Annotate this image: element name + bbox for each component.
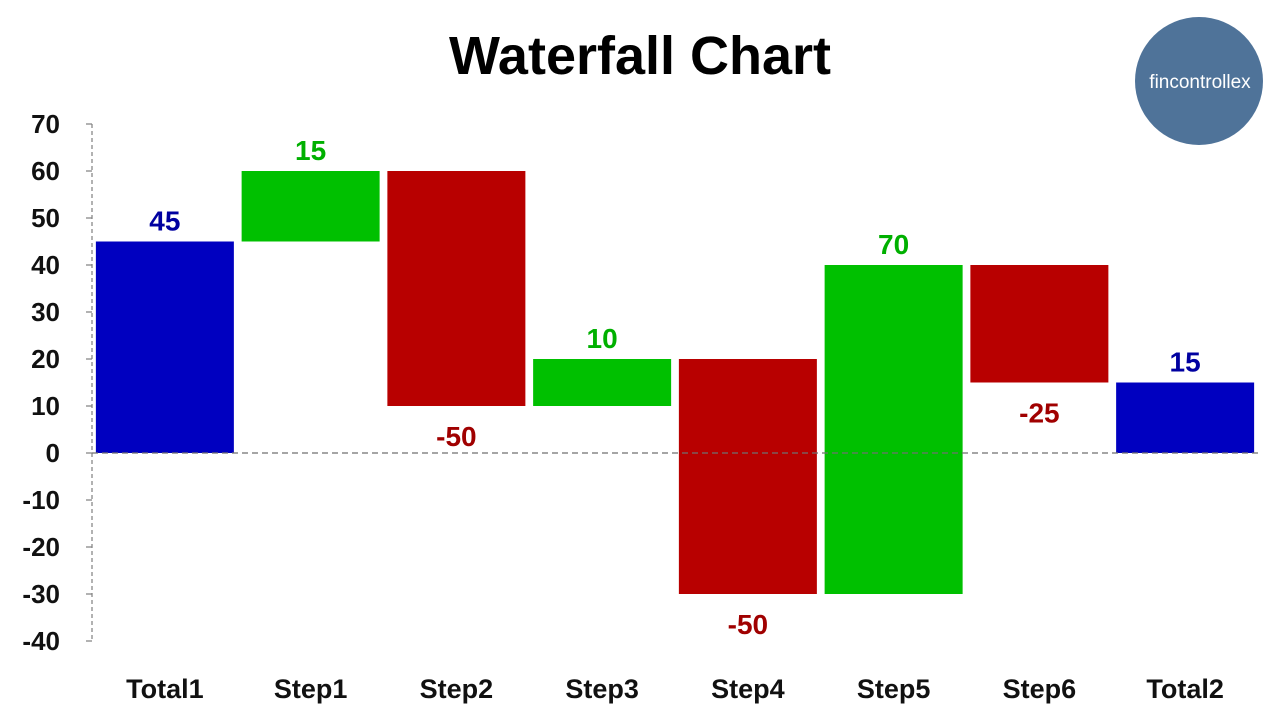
y-tick-label: -20	[22, 532, 60, 562]
y-tick-label: 30	[31, 297, 60, 327]
data-label-step5: 70	[878, 229, 909, 260]
y-tick-label: 50	[31, 203, 60, 233]
bar-step5	[824, 265, 963, 594]
bar-step6	[970, 265, 1109, 383]
data-label-step1: 15	[295, 135, 326, 166]
y-tick-label: 70	[31, 109, 60, 139]
data-label-step2: -50	[436, 421, 476, 452]
logo-text: fincontrollex	[1149, 72, 1251, 93]
y-tick-label: 60	[31, 156, 60, 186]
data-label-step4: -50	[728, 609, 768, 640]
bar-step1	[241, 171, 380, 242]
waterfall-bars	[95, 171, 1255, 594]
category-label-total2: Total2	[1146, 674, 1224, 704]
data-label-step6: -25	[1019, 398, 1059, 429]
category-label-total1: Total1	[126, 674, 204, 704]
bar-total1	[95, 241, 234, 453]
y-tick-label: 0	[46, 438, 60, 468]
bar-step2	[387, 171, 526, 406]
data-label-step3: 10	[587, 323, 618, 354]
category-label-step3: Step3	[565, 674, 639, 704]
y-tick-label: 10	[31, 391, 60, 421]
x-axis-category-labels: Total1 Step1 Step2 Step3 Step4 Step5 Step6 Tota…	[126, 674, 1224, 704]
y-tick-label: -10	[22, 485, 60, 515]
category-label-step4: Step4	[711, 674, 785, 704]
category-label-step2: Step2	[420, 674, 494, 704]
chart-title: Waterfall Chart	[449, 26, 831, 86]
fincontrollex-logo: fincontrollex	[1135, 17, 1263, 145]
category-label-step5: Step5	[857, 674, 931, 704]
bar-step3	[533, 359, 672, 406]
y-axis-tick-labels: 70 60 50 40 30 20 10 0 -10 -20 -30 -40	[22, 109, 60, 656]
y-tick-label: 40	[31, 250, 60, 280]
data-label-total2: 15	[1170, 347, 1201, 378]
data-label-total1: 45	[149, 206, 180, 237]
y-tick-label: 20	[31, 344, 60, 374]
data-labels: 45 15 -50 10 -50 70 -25 15	[149, 135, 1200, 640]
y-tick-label: -30	[22, 579, 60, 609]
y-axis	[86, 123, 93, 642]
y-tick-label: -40	[22, 626, 60, 656]
category-label-step6: Step6	[1003, 674, 1077, 704]
category-label-step1: Step1	[274, 674, 348, 704]
bar-step4	[678, 359, 817, 594]
bar-total2	[1116, 382, 1255, 453]
logo-circle	[1135, 17, 1263, 145]
